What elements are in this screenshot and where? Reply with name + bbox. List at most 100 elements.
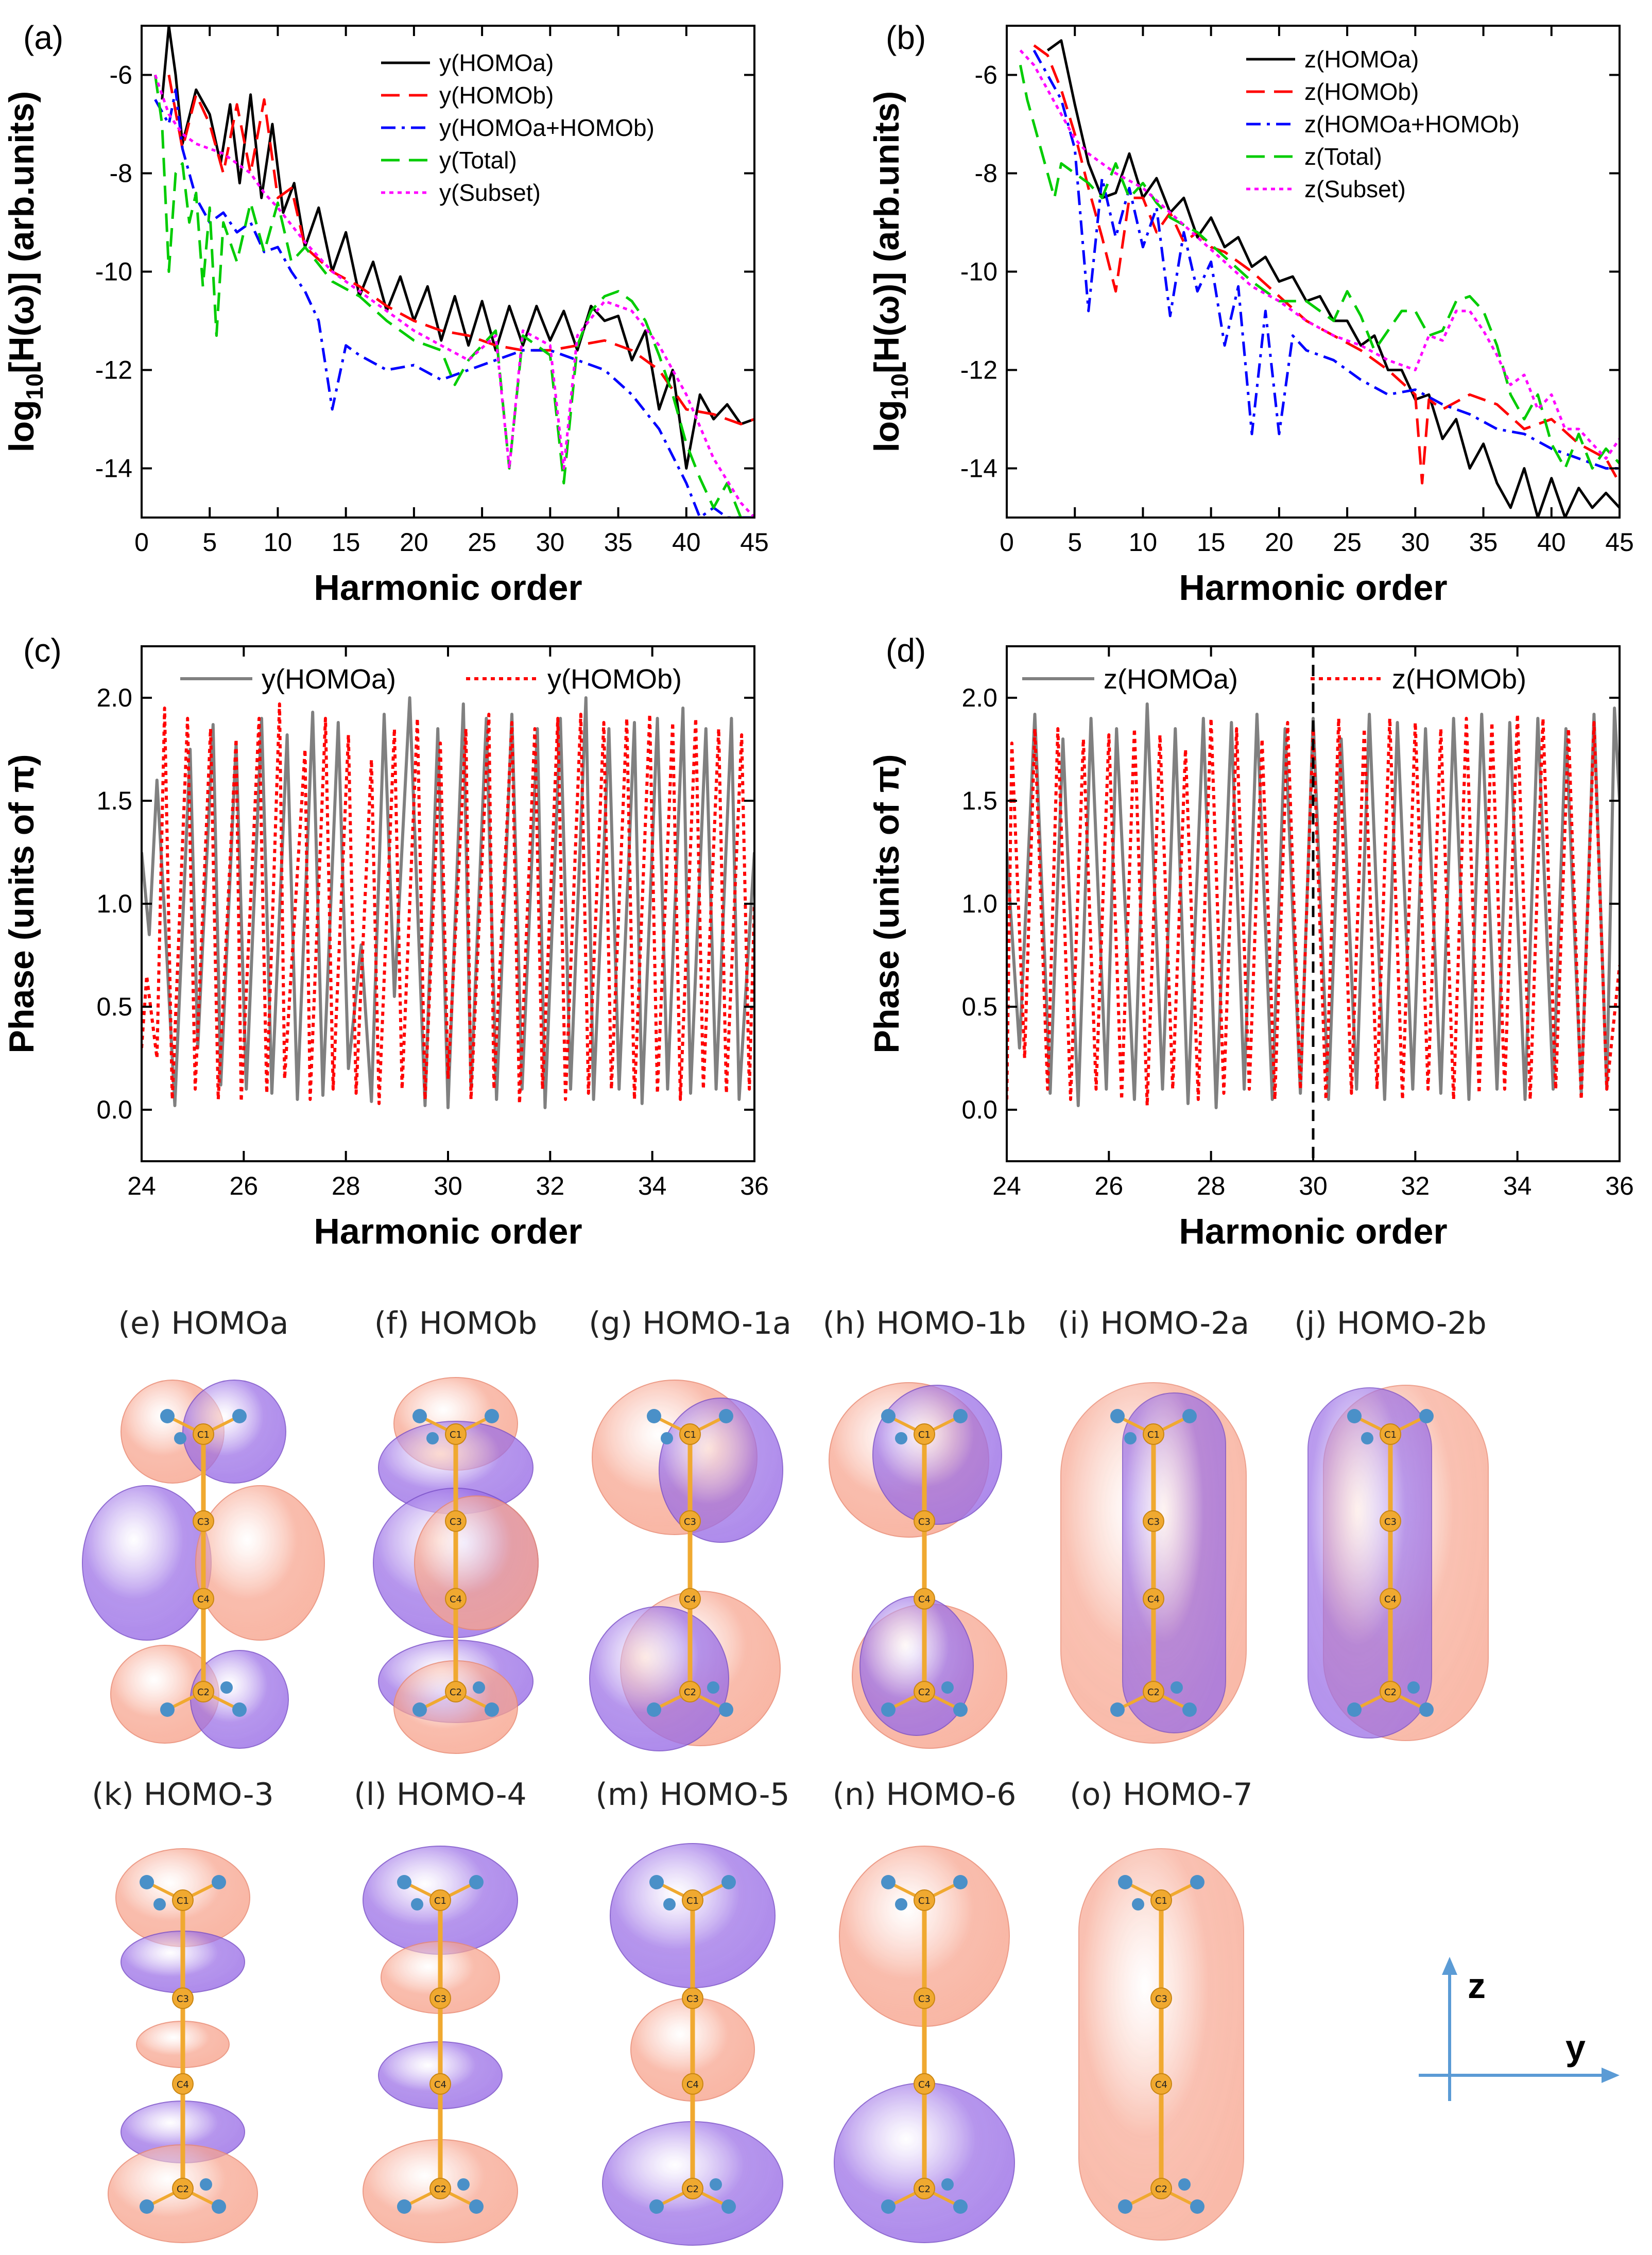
orbital-name: HOMO-2a bbox=[1100, 1305, 1249, 1341]
hydrogen-atom bbox=[1347, 1409, 1362, 1423]
hydrogen-atom bbox=[941, 2178, 954, 2191]
series-line-z-homoa- bbox=[1007, 702, 1620, 1109]
legend-label: z(Subset) bbox=[1304, 176, 1406, 202]
orbital-name: HOMOb bbox=[419, 1305, 537, 1341]
carbon-atom-label: C3 bbox=[686, 1993, 699, 2004]
legend-label: y(HOMOa) bbox=[439, 49, 554, 76]
x-axis-title: Harmonic order bbox=[1179, 1211, 1447, 1251]
carbon-atom bbox=[193, 1681, 214, 1702]
y-axis-title: Phase (units of π) bbox=[2, 754, 41, 1054]
legend-label: z(HOMOb) bbox=[1392, 664, 1526, 695]
x-axis-title: Harmonic order bbox=[1179, 567, 1447, 608]
hydrogen-atom bbox=[1190, 1875, 1204, 1889]
carbon-atom bbox=[1380, 1510, 1401, 1532]
carbon-atom bbox=[1143, 1510, 1164, 1532]
legend-label: y(Total) bbox=[439, 147, 517, 174]
orbital-homob: C1 C3 C4 C2 bbox=[373, 1377, 539, 1754]
orbital-title: (k) HOMO-3 bbox=[92, 1777, 273, 1813]
x-tick-label: 0 bbox=[134, 528, 149, 557]
x-tick-label: 30 bbox=[1299, 1172, 1328, 1200]
carbon-atom-label: C3 bbox=[918, 1993, 931, 2004]
y-tick-label: -10 bbox=[960, 257, 997, 286]
x-tick-label: 26 bbox=[1095, 1172, 1124, 1200]
orbital-name: HOMOa bbox=[171, 1305, 288, 1341]
carbon-atom-label: C2 bbox=[686, 2184, 699, 2195]
x-tick-label: 32 bbox=[536, 1172, 565, 1200]
orbital-letter: (f) bbox=[374, 1305, 419, 1341]
carbon-atom-label: C4 bbox=[1147, 1594, 1160, 1605]
orbital-letter: (e) bbox=[118, 1305, 171, 1341]
carbon-atom bbox=[679, 1510, 701, 1532]
panel-label: (c) bbox=[23, 632, 62, 669]
carbon-atom bbox=[1380, 1681, 1401, 1702]
y-tick-label: 1.0 bbox=[96, 889, 132, 918]
x-tick-label: 5 bbox=[1068, 528, 1082, 557]
carbon-atom bbox=[914, 1510, 935, 1532]
carbon-atom-label: C2 bbox=[1147, 1687, 1160, 1698]
orbital-title: (j) HOMO-2b bbox=[1294, 1305, 1486, 1341]
carbon-atom bbox=[1150, 1889, 1172, 1911]
x-tick-label: 45 bbox=[1605, 528, 1634, 557]
hydrogen-atom bbox=[1419, 1702, 1434, 1717]
series-line-z-homob- bbox=[1033, 44, 1620, 485]
series-line-z-homoa-homob- bbox=[1032, 49, 1620, 470]
x-tick-label: 20 bbox=[400, 528, 428, 557]
carbon-atom bbox=[429, 1987, 451, 2009]
y-tick-label: 0.0 bbox=[96, 1095, 132, 1124]
panel-label: (d) bbox=[886, 632, 926, 669]
carbon-atom-label: C2 bbox=[1384, 1687, 1397, 1698]
hydrogen-atom bbox=[881, 1875, 896, 1889]
orbital-letter: (n) bbox=[833, 1777, 886, 1813]
orbital-title: (h) HOMO-1b bbox=[823, 1305, 1026, 1341]
hydrogen-atom bbox=[649, 2199, 664, 2214]
chart-panel-b: 0 5 10 15 20 25 30 35 40 45 -14 -12 -10 -8 -6 Harmonic … bbox=[867, 19, 1634, 608]
hydrogen-atom bbox=[1419, 1409, 1434, 1423]
carbon-atom bbox=[429, 2178, 451, 2199]
hydrogen-atom bbox=[953, 1702, 968, 1717]
y-tick-label: -12 bbox=[960, 356, 997, 385]
x-tick-label: 5 bbox=[202, 528, 217, 557]
x-tick-label: 0 bbox=[1000, 528, 1014, 557]
hydrogen-atom bbox=[140, 1875, 154, 1889]
y-tick-label: -10 bbox=[95, 257, 132, 286]
series-line-y-homob- bbox=[167, 75, 754, 425]
carbon-atom-label: C2 bbox=[918, 1687, 931, 1698]
x-axis-title: Harmonic order bbox=[314, 1211, 582, 1251]
y-tick-label: -8 bbox=[110, 159, 132, 188]
x-tick-label: 28 bbox=[332, 1172, 360, 1200]
hydrogen-atom bbox=[881, 1702, 896, 1717]
x-tick-label: 10 bbox=[264, 528, 292, 557]
carbon-atom-label: C2 bbox=[1155, 2184, 1167, 2195]
carbon-atom bbox=[914, 1588, 935, 1610]
carbon-atom bbox=[193, 1588, 214, 1610]
orbital-letter: (g) bbox=[589, 1305, 642, 1341]
carbon-atom-label: C4 bbox=[434, 2079, 446, 2090]
y-tick-label: 1.5 bbox=[96, 786, 132, 815]
carbon-atom bbox=[1150, 1987, 1172, 2009]
series-line-z-total- bbox=[1019, 64, 1620, 470]
legend-label: y(HOMOa) bbox=[262, 664, 396, 695]
carbon-atom-label: C3 bbox=[918, 1517, 931, 1527]
hydrogen-atom bbox=[469, 1875, 484, 1889]
carbon-atom bbox=[1150, 2178, 1172, 2199]
hydrogen-atom bbox=[153, 1898, 166, 1910]
hydrogen-atom bbox=[1182, 1702, 1197, 1717]
hydrogen-atom bbox=[469, 2199, 484, 2214]
legend-label: z(HOMOa+HOMOb) bbox=[1304, 111, 1520, 137]
carbon-atom bbox=[193, 1423, 214, 1445]
carbon-atom bbox=[429, 2073, 451, 2095]
hydrogen-atom bbox=[647, 1409, 661, 1423]
carbon-atom-label: C4 bbox=[197, 1594, 210, 1605]
carbon-atom bbox=[914, 1423, 935, 1445]
carbon-atom-label: C2 bbox=[434, 2184, 446, 2195]
coordinate-axes-icon: zy bbox=[1419, 1957, 1620, 2101]
x-tick-label: 36 bbox=[740, 1172, 769, 1200]
carbon-atom-label: C2 bbox=[177, 2184, 189, 2195]
carbon-atom-label: C1 bbox=[197, 1430, 210, 1440]
carbon-atom bbox=[914, 1681, 935, 1702]
carbon-atom bbox=[682, 1987, 703, 2009]
series-line-z-homob- bbox=[1007, 713, 1620, 1107]
carbon-atom bbox=[1380, 1423, 1401, 1445]
hydrogen-atom bbox=[1407, 1681, 1420, 1694]
